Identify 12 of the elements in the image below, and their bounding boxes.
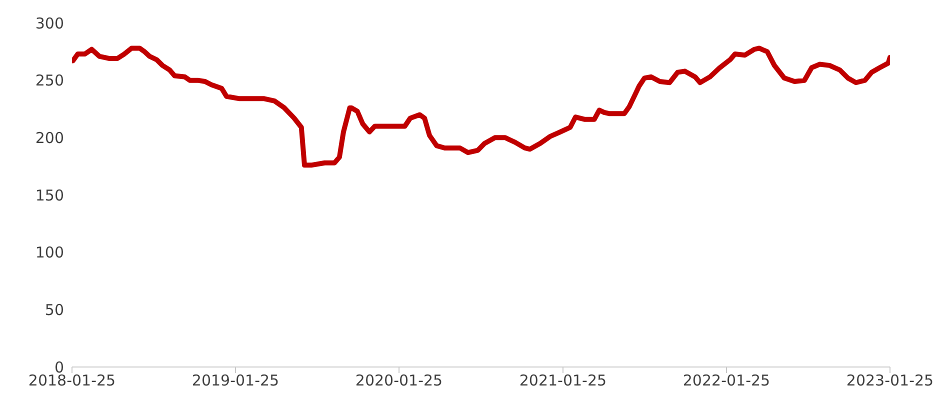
x-tick-label: 2020-01-25: [355, 372, 443, 390]
y-tick-label: 50: [44, 300, 64, 319]
y-tick-label: 100: [35, 244, 64, 262]
y-tick-label: 300: [35, 14, 64, 32]
x-tick-label: 2019-01-25: [192, 372, 280, 390]
y-tick-label: 200: [35, 128, 64, 147]
x-tick-label: 2023-01-25: [846, 372, 934, 390]
x-tick-label: 2022-01-25: [682, 372, 770, 390]
x-tick-label: 2021-01-25: [519, 372, 607, 390]
x-tick-label: 2018-01-25: [28, 372, 116, 390]
y-tick-label: 250: [35, 72, 64, 90]
y-tick-label: 150: [35, 186, 64, 204]
